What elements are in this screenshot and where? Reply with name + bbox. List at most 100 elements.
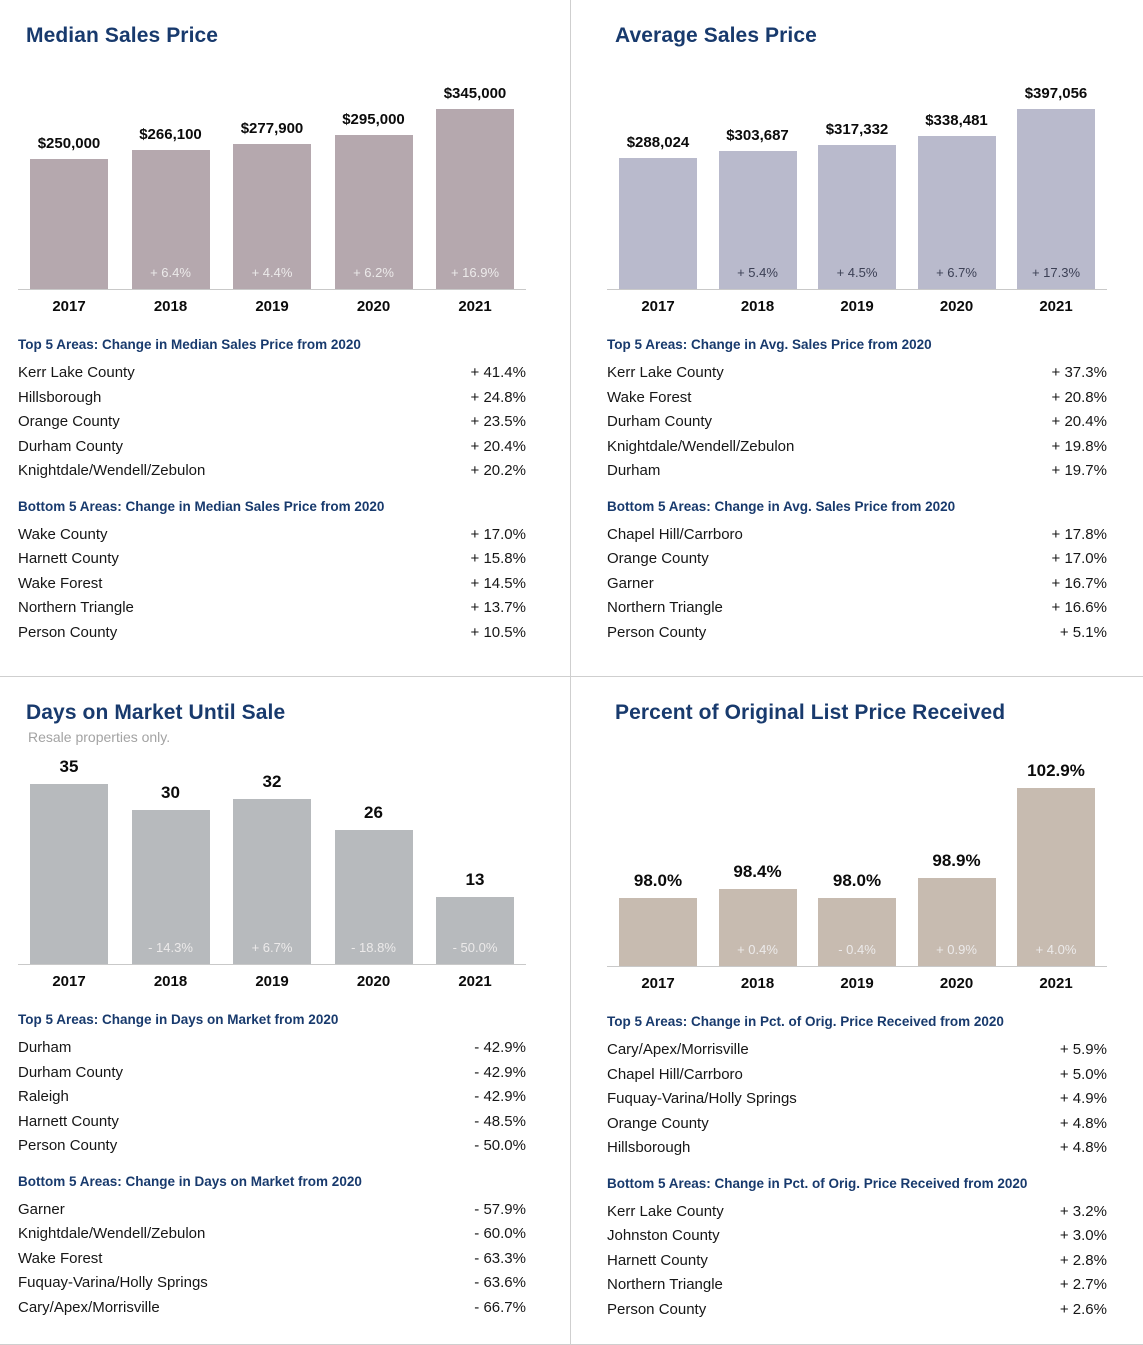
quadrant-average-sales-price: Average Sales Price $288,024 $303,687 + 5.…	[571, 0, 1143, 677]
list-row: Garner + 16.7%	[607, 572, 1107, 597]
area-change-value: + 5.0%	[1059, 1065, 1107, 1083]
area-name: Garner	[607, 574, 654, 592]
area-name: Johnston County	[607, 1227, 720, 1244]
x-axis-label: 2018	[740, 975, 775, 992]
bar-2019: 32 + 6.7%	[233, 772, 311, 964]
area-change-value: + 16.6%	[1051, 599, 1107, 616]
pct-original-list-price-bar-chart: 98.0% 98.4% + 0.4% 98.0% - 0.4% 98.9% + 0.9% 10…	[607, 757, 1107, 992]
list-row: Person County + 5.1%	[607, 621, 1107, 646]
bar: + 4.4%	[233, 144, 311, 289]
list-header: Top 5 Areas: Change in Pct. of Orig. Pri…	[607, 1014, 1004, 1029]
bar: + 4.0%	[1017, 788, 1095, 966]
area-change-value: - 50.0%	[474, 1137, 526, 1154]
area-change-value: - 66.7%	[474, 1298, 526, 1316]
x-axis-label: 2017	[52, 298, 86, 315]
area-name: Kerr Lake County	[607, 364, 724, 381]
area-change-list: Bottom 5 Areas: Change in Median Sales P…	[18, 499, 526, 646]
area-change-value: + 41.4%	[470, 364, 526, 381]
bar-value-label: $277,900	[240, 120, 304, 137]
bar-change-label: + 6.7%	[251, 940, 293, 955]
area-name: Raleigh	[18, 1088, 69, 1105]
area-change-value: + 20.4%	[1051, 413, 1107, 430]
area-change-value: + 23.5%	[470, 413, 526, 430]
bar-change-label: + 17.3%	[1031, 265, 1081, 280]
list-row: Orange County + 23.5%	[18, 410, 526, 435]
list-row: Harnett County - 48.5%	[18, 1110, 526, 1135]
list-row: Hillsborough + 24.8%	[18, 386, 526, 411]
bar: + 17.3%	[1017, 109, 1095, 289]
area-name: Wake Forest	[18, 1249, 103, 1267]
list-row: Kerr Lake County + 41.4%	[18, 361, 526, 386]
area-change-list: Bottom 5 Areas: Change in Pct. of Orig. …	[607, 1176, 1107, 1323]
x-axis-label: 2020	[356, 973, 391, 990]
area-name: Chapel Hill/Carrboro	[607, 1065, 743, 1083]
area-change-value: - 42.9%	[474, 1039, 526, 1056]
area-change-list: Bottom 5 Areas: Change in Days on Market…	[18, 1174, 526, 1321]
list-row: Cary/Apex/Morrisville + 5.9%	[607, 1038, 1107, 1063]
list-row: Johnston County + 3.0%	[607, 1224, 1107, 1249]
bar-plot: $288,024 $303,687 + 5.4% $317,332 + 4.5% $338…	[607, 80, 1107, 290]
area-name: Wake Forest	[607, 388, 692, 406]
area-change-value: - 60.0%	[474, 1225, 526, 1242]
bar-change-label: - 0.4%	[838, 942, 876, 957]
area-name: Kerr Lake County	[18, 364, 135, 381]
x-axis-label: 2019	[840, 975, 874, 992]
area-change-value: + 17.0%	[1051, 550, 1107, 567]
list-row: Durham County + 20.4%	[18, 435, 526, 460]
chart-title-average-sales-price: Average Sales Price	[615, 24, 817, 47]
x-axis-label: 2018	[153, 298, 188, 315]
chart-title-days-on-market: Days on Market Until Sale	[26, 701, 286, 724]
bar: + 6.7%	[917, 136, 996, 289]
list-row: Harnett County + 15.8%	[18, 547, 526, 572]
list-header: Bottom 5 Areas: Change in Avg. Sales Pri…	[607, 498, 956, 514]
area-name: Garner	[18, 1200, 65, 1218]
area-name: Harnett County	[18, 1112, 119, 1130]
area-change-lists: Top 5 Areas: Change in Avg. Sales Price …	[607, 337, 1107, 645]
bar: - 50.0%	[436, 897, 514, 964]
list-row: Orange County + 4.8%	[607, 1112, 1107, 1137]
area-change-value: + 4.9%	[1059, 1090, 1107, 1107]
area-name: Fuquay-Varina/Holly Springs	[607, 1090, 797, 1107]
bar-2021: $397,056 + 17.3%	[1017, 85, 1095, 289]
area-change-lists: Top 5 Areas: Change in Pct. of Orig. Pri…	[607, 1014, 1107, 1322]
area-change-value: + 19.7%	[1051, 462, 1107, 479]
bar-value-label: $288,024	[626, 134, 690, 151]
bar: - 18.8%	[334, 830, 413, 964]
bar-2017: 98.0%	[619, 871, 697, 966]
bar-value-label: $266,100	[139, 126, 202, 143]
bar: + 6.4%	[131, 150, 210, 289]
bar: + 4.5%	[818, 145, 896, 289]
list-row: Orange County + 17.0%	[607, 547, 1107, 572]
bar-2021: $345,000 + 16.9%	[436, 85, 514, 289]
area-change-value: + 3.2%	[1059, 1202, 1107, 1220]
area-name: Harnett County	[607, 1251, 708, 1269]
area-change-value: - 63.3%	[474, 1249, 526, 1267]
area-change-value: + 16.7%	[1051, 574, 1107, 592]
bar-2018: $303,687 + 5.4%	[718, 127, 797, 289]
list-header: Bottom 5 Areas: Change in Days on Market…	[18, 1173, 362, 1189]
list-row: Wake County + 17.0%	[18, 523, 526, 548]
bar-value-label: 102.9%	[1027, 761, 1085, 780]
area-name: Northern Triangle	[607, 1276, 723, 1293]
list-row: Durham County + 20.4%	[607, 410, 1107, 435]
bar-2020: 26 - 18.8%	[334, 803, 413, 964]
list-row: Person County + 10.5%	[18, 621, 526, 646]
x-axis-labels: 2017 2018 2019 2020 2021	[607, 298, 1107, 315]
bar-value-label: 26	[364, 803, 383, 822]
x-axis-label: 2019	[255, 298, 289, 315]
area-change-value: + 2.8%	[1059, 1251, 1107, 1269]
bar: + 0.9%	[917, 878, 996, 966]
average-sales-price-bar-chart: $288,024 $303,687 + 5.4% $317,332 + 4.5% $338…	[607, 80, 1107, 315]
list-row: Person County + 2.6%	[607, 1298, 1107, 1323]
list-row: Person County - 50.0%	[18, 1134, 526, 1159]
bar-2020: $295,000 + 6.2%	[334, 111, 413, 289]
area-change-value: - 63.6%	[474, 1274, 526, 1291]
area-change-list: Top 5 Areas: Change in Pct. of Orig. Pri…	[607, 1014, 1107, 1161]
x-axis-label: 2021	[458, 298, 492, 315]
area-name: Northern Triangle	[18, 599, 134, 616]
area-change-value: + 20.4%	[470, 437, 526, 455]
bar	[30, 784, 108, 964]
list-row: Northern Triangle + 2.7%	[607, 1273, 1107, 1298]
list-row: Wake Forest + 20.8%	[607, 386, 1107, 411]
area-name: Wake Forest	[18, 574, 103, 592]
